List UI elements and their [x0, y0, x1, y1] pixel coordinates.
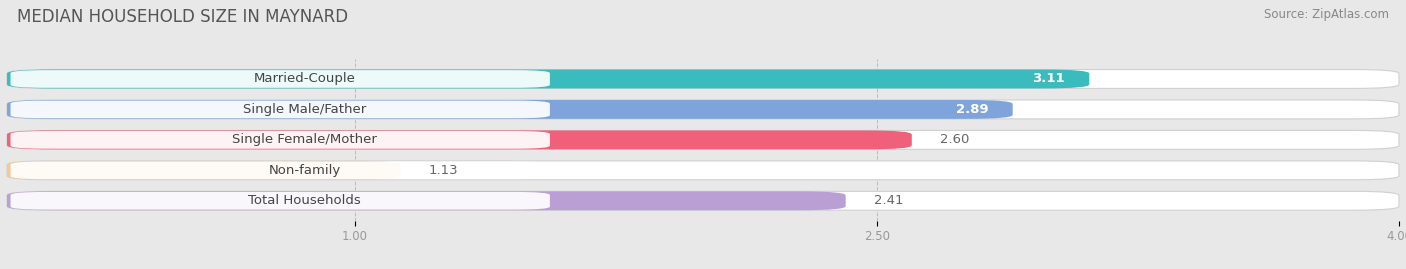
Text: 2.89: 2.89	[956, 103, 988, 116]
Text: Single Male/Father: Single Male/Father	[243, 103, 366, 116]
Text: MEDIAN HOUSEHOLD SIZE IN MAYNARD: MEDIAN HOUSEHOLD SIZE IN MAYNARD	[17, 8, 349, 26]
FancyBboxPatch shape	[7, 161, 401, 180]
Text: Married-Couple: Married-Couple	[253, 72, 356, 86]
Text: Non-family: Non-family	[269, 164, 340, 177]
Text: 3.11: 3.11	[1032, 72, 1064, 86]
FancyBboxPatch shape	[7, 161, 1399, 180]
FancyBboxPatch shape	[10, 70, 550, 88]
FancyBboxPatch shape	[7, 130, 912, 149]
Text: 1.13: 1.13	[427, 164, 458, 177]
Text: Source: ZipAtlas.com: Source: ZipAtlas.com	[1264, 8, 1389, 21]
FancyBboxPatch shape	[7, 191, 1399, 210]
FancyBboxPatch shape	[10, 131, 550, 149]
FancyBboxPatch shape	[7, 191, 845, 210]
FancyBboxPatch shape	[10, 161, 550, 179]
FancyBboxPatch shape	[7, 100, 1012, 119]
FancyBboxPatch shape	[7, 69, 1399, 89]
Text: Single Female/Mother: Single Female/Mother	[232, 133, 377, 146]
FancyBboxPatch shape	[7, 100, 1399, 119]
FancyBboxPatch shape	[7, 69, 1090, 89]
Text: Total Households: Total Households	[249, 194, 361, 207]
FancyBboxPatch shape	[7, 130, 1399, 149]
FancyBboxPatch shape	[10, 192, 550, 210]
Text: 2.60: 2.60	[939, 133, 969, 146]
FancyBboxPatch shape	[10, 101, 550, 118]
Text: 2.41: 2.41	[873, 194, 903, 207]
